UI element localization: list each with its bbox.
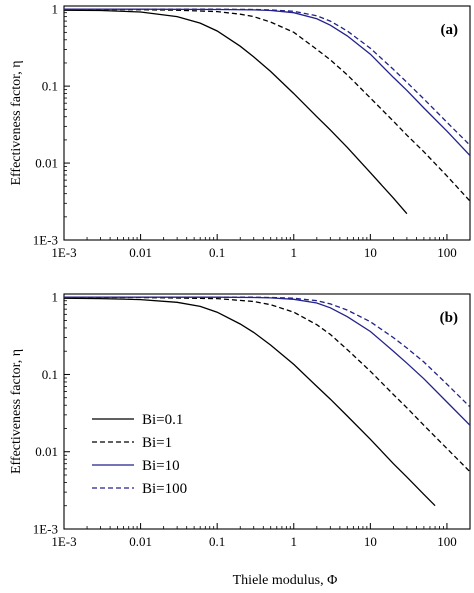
x-tick-label: 0.01 — [129, 245, 152, 260]
legend-entry-label: Bi=0.1 — [142, 412, 183, 428]
series-line-bi-100 — [64, 8, 470, 146]
chart-panel-b: 1E-3 0.01 0.1 1 10 100 1E-3 0.01 0.1 1 Effectivene… — [9, 290, 471, 549]
chart-panel-a: 1E-3 0.01 0.1 1 10 100 1E-3 0.01 0.1 1 Effectivene… — [9, 2, 471, 260]
y-axis-label: Effectiveness factor, η — [9, 349, 24, 474]
x-tick-label: 1E-3 — [51, 534, 76, 549]
y-tick-label: 0.1 — [42, 367, 58, 382]
x-tick-label: 10 — [364, 534, 377, 549]
x-tick-label: 0.1 — [209, 245, 225, 260]
plot-frame — [63, 293, 471, 530]
legend: Bi=0.1 Bi=1 Bi=10 Bi=100 — [92, 412, 187, 497]
series-line-bi-1 — [64, 8, 470, 202]
y-tick-label: 1E-3 — [33, 233, 58, 248]
series-line-bi-100 — [64, 296, 470, 408]
legend-entry-label: Bi=10 — [142, 458, 180, 474]
x-tick-label: 10 — [364, 245, 377, 260]
legend-entry-label: Bi=1 — [142, 435, 172, 451]
y-tick-label: 0.1 — [42, 79, 58, 94]
y-tick-label: 0.01 — [35, 156, 58, 171]
series-line-bi-0-1 — [64, 297, 436, 507]
x-tick-label: 0.1 — [209, 534, 225, 549]
series-line-bi-1 — [64, 296, 470, 473]
series-line-bi-10 — [64, 296, 470, 426]
series-line-bi-10 — [64, 8, 470, 157]
series-line-bi-0-1 — [64, 9, 408, 215]
legend-entry-label: Bi=100 — [142, 481, 187, 497]
x-tick-label: 1 — [291, 245, 298, 260]
y-axis-label: Effectiveness factor, η — [9, 60, 24, 185]
x-tick-label: 0.01 — [129, 534, 152, 549]
x-tick-label: 100 — [437, 534, 457, 549]
y-tick-label: 1 — [52, 2, 59, 17]
y-tick-label: 0.01 — [35, 444, 58, 459]
x-tick-label: 1 — [291, 534, 298, 549]
panel-label: (a) — [441, 22, 459, 38]
x-axis-label: Thiele modulus, Φ — [233, 573, 338, 588]
y-tick-label: 1E-3 — [33, 522, 58, 537]
plot-frame — [63, 5, 471, 241]
panel-label: (b) — [440, 310, 458, 326]
x-tick-label: 1E-3 — [51, 245, 76, 260]
y-tick-label: 1 — [52, 290, 59, 305]
x-tick-label: 100 — [437, 245, 457, 260]
